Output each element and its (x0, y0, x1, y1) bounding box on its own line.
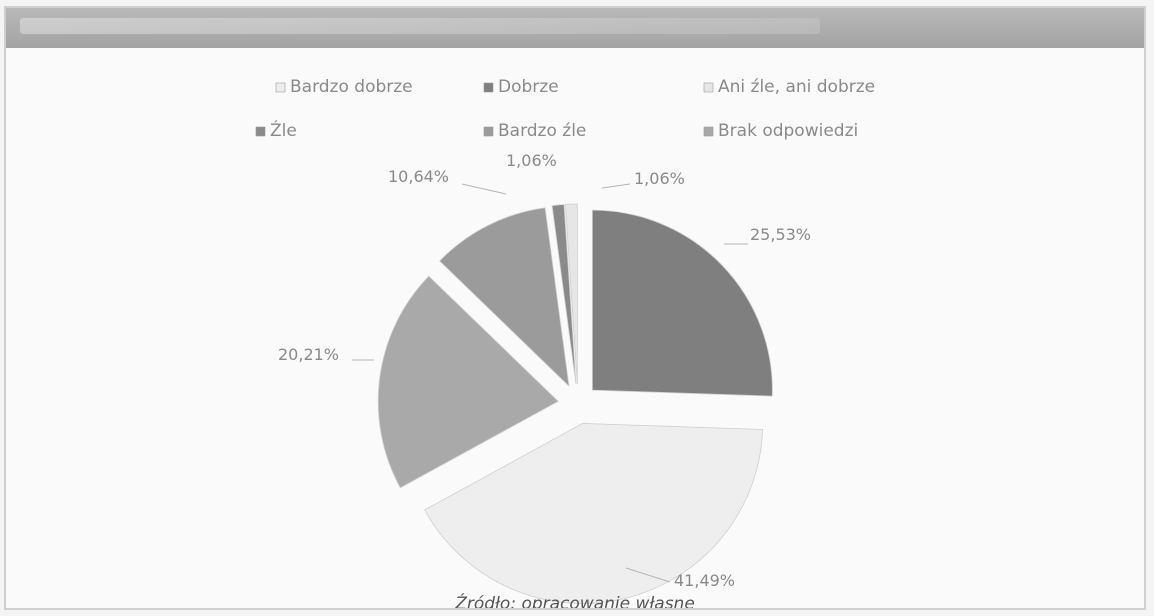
leader-line (625, 567, 671, 583)
data-label: 20,21% (278, 345, 339, 364)
data-label: 1,06% (634, 169, 685, 188)
chart-frame: Bardzo dobrze Dobrze Ani źle, ani dobrze Źl… (4, 6, 1146, 610)
legend-label: Bardzo dobrze (290, 77, 413, 97)
legend-label: Brak odpowiedzi (718, 121, 858, 141)
pie-slice (591, 209, 773, 397)
pie-slice (551, 204, 577, 385)
title-bar (6, 8, 1144, 48)
data-label: 1,06% (506, 151, 557, 170)
pie-slice (439, 207, 570, 388)
pie-slice (377, 275, 559, 489)
legend-swatch (483, 82, 494, 93)
legend-swatch (483, 126, 494, 137)
legend-item: Bardzo źle (483, 121, 586, 141)
data-label: 25,53% (750, 225, 811, 244)
pie-chart: Bardzo dobrze Dobrze Ani źle, ani dobrze Źl… (255, 77, 875, 604)
leader-line (461, 183, 507, 195)
pie-slice (424, 423, 763, 604)
legend-item: Brak odpowiedzi (703, 121, 858, 141)
legend-label: Ani źle, ani dobrze (718, 77, 875, 97)
pie-slice (564, 203, 578, 385)
source-caption: Źródło: opracowanie własne (455, 594, 695, 610)
legend-item: Źle (255, 119, 297, 141)
legend-label: Dobrze (498, 77, 559, 97)
data-label: 10,64% (388, 167, 449, 186)
legend-swatch (255, 126, 266, 137)
legend-swatch (703, 126, 714, 137)
legend-item: Ani źle, ani dobrze (703, 77, 875, 97)
leader-line (601, 183, 631, 189)
legend-item: Bardzo dobrze (275, 77, 413, 97)
legend-label: Bardzo źle (498, 121, 586, 141)
legend-swatch (275, 82, 286, 93)
legend-swatch (703, 82, 714, 93)
legend-item: Dobrze (483, 77, 559, 97)
data-label: 41,49% (674, 571, 735, 590)
legend-label: Źle (270, 119, 297, 141)
faded-title (20, 18, 820, 34)
